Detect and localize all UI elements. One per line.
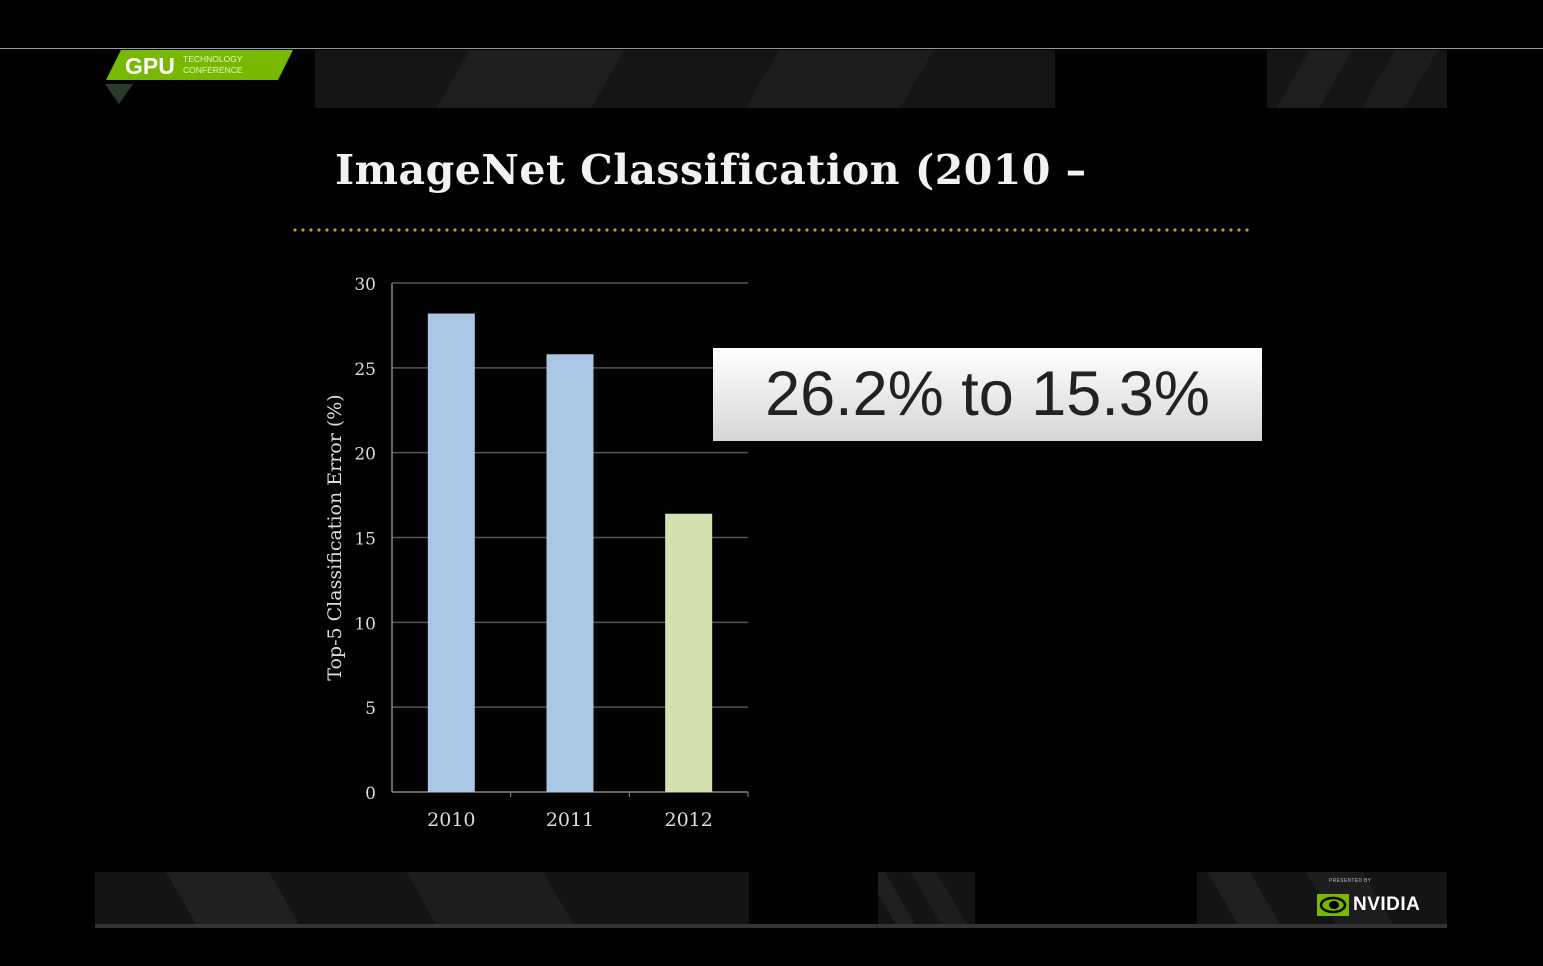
callout-box: 26.2% to 15.3% [713,348,1262,441]
x-tick-label: 2010 [427,809,475,831]
slide-title: ImageNet Classification (2010 – [335,146,1087,194]
presented-by-text: PRESENTED BY [1329,878,1372,884]
y-tick-label: 10 [354,614,376,634]
y-tick-label: 0 [365,784,376,804]
logo-main-text: GPU [125,53,175,79]
y-tick-label: 15 [354,530,376,550]
y-axis-label: Top-5 Classification Error (%) [324,394,346,680]
logo-line2-text: CONFERENCE [183,65,243,75]
y-tick-label: 30 [354,275,376,295]
bar-2011 [546,354,594,792]
bar-2012 [665,513,713,792]
footer-pattern-strip [95,872,749,927]
gtc-logo: GPU TECHNOLOGY CONFERENCE [105,50,293,104]
slide-bottom-bar [95,924,1447,928]
footer-pattern-strip-right [1197,872,1447,927]
bar-chart: 0 5 10 15 20 25 30 2010 2011 2012 Top-5 Classifica… [324,275,749,831]
y-tick-label: 25 [354,360,376,380]
header-pattern-strip [315,50,1055,108]
window-top-divider [0,48,1543,49]
nvidia-brand-text: NVIDIA [1353,894,1421,915]
x-tick-label: 2012 [664,809,712,831]
y-tick-label: 5 [365,699,376,719]
y-tick-label: 20 [354,445,376,465]
nvidia-logo: PRESENTED BY NVIDIA [1317,878,1437,922]
header-pattern-strip-right [1267,50,1447,108]
footer-pattern-strip-mid [878,872,975,927]
dotted-divider [291,228,1249,232]
bar-2010 [427,313,475,792]
nvidia-eye-icon [1317,894,1349,916]
x-tick-label: 2011 [546,809,594,831]
presentation-slide: GPU TECHNOLOGY CONFERENCE ImageNet Class… [95,50,1447,927]
logo-line1-text: TECHNOLOGY [183,54,243,64]
